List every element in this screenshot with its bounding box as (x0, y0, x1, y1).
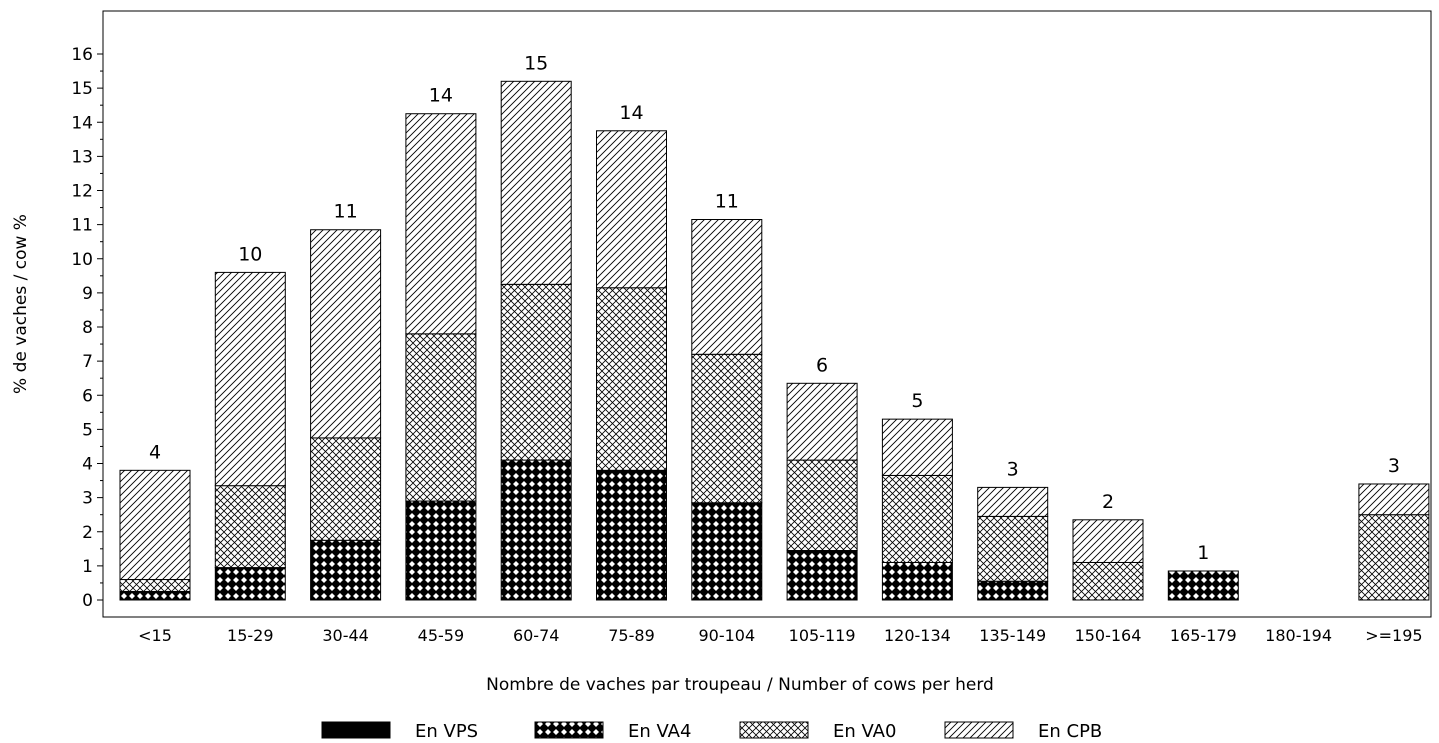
bar-segment (596, 287, 667, 471)
y-tick-label: 12 (71, 182, 93, 202)
bar-segment (881, 474, 953, 563)
bar-segment (1167, 570, 1239, 601)
y-tick-label: 15 (71, 79, 93, 99)
legend-label: En CPB (1038, 721, 1102, 742)
bar-segment (596, 469, 667, 601)
x-tick-label: 165-179 (1170, 626, 1237, 645)
bar-total-label: 15 (524, 52, 548, 74)
legend-label: En VA4 (628, 721, 691, 742)
y-tick-label: 1 (82, 557, 93, 577)
x-axis: <15 15-29 30-44 45-59 60-74 75-89 90-104 105-11… (138, 626, 1422, 645)
bar-segment (596, 130, 667, 289)
bar-segment (405, 500, 477, 601)
y-tick-label: 7 (82, 352, 93, 372)
bar-segment (977, 486, 1049, 517)
bar-segment (977, 515, 1049, 582)
x-tick-label: 150-164 (1075, 626, 1142, 645)
bar-segment (786, 550, 858, 601)
x-tick-label: 90-104 (698, 626, 755, 645)
bar-segment (310, 229, 382, 439)
y-tick-label: 13 (71, 147, 93, 167)
legend-label: En VPS (415, 721, 478, 742)
bar-segment (977, 580, 1049, 601)
bar-total-label: 6 (816, 354, 828, 376)
bar-segment (1072, 561, 1144, 601)
legend-swatch (739, 721, 809, 739)
bar-segment (500, 283, 572, 461)
bar-segment (1358, 514, 1430, 601)
bar-segment (1358, 483, 1430, 516)
legend-swatch (944, 721, 1014, 739)
x-tick-label: 75-89 (608, 626, 655, 645)
bar-segment (214, 271, 286, 487)
x-tick-label: 120-134 (884, 626, 951, 645)
bar-segment (119, 579, 191, 592)
y-tick-label: 0 (82, 591, 93, 611)
bar-segment (786, 382, 858, 461)
bar-segment (214, 567, 286, 601)
x-axis-title: Nombre de vaches par troupeau / Number o… (486, 675, 994, 695)
bar-total-label: 3 (1388, 455, 1400, 477)
bar-segment (1072, 519, 1144, 563)
bar-total-label: 2 (1102, 491, 1114, 513)
x-tick-label: 15-29 (227, 626, 274, 645)
legend-swatch (534, 721, 604, 739)
bar-total-label: 1 (1197, 542, 1209, 564)
bar-segment (691, 353, 763, 504)
bar-segment (310, 437, 382, 541)
bar-segment (405, 333, 477, 502)
bar-total-label: 11 (334, 201, 358, 223)
x-tick-label: 60-74 (513, 626, 560, 645)
y-tick-label: 16 (71, 45, 93, 65)
x-tick-label: 135-149 (979, 626, 1046, 645)
bar-segment (405, 113, 477, 335)
x-tick-label: 105-119 (789, 626, 856, 645)
x-tick-label: >=195 (1365, 626, 1422, 645)
bar-total-label: 14 (429, 85, 453, 107)
y-tick-label: 2 (82, 523, 93, 543)
bar-total-label: 14 (619, 102, 643, 124)
x-tick-label: 30-44 (322, 626, 369, 645)
bars (119, 80, 1430, 601)
plot-frame (102, 10, 1432, 618)
y-tick-label: 8 (82, 318, 93, 338)
y-tick-label: 9 (82, 284, 93, 304)
legend-swatch (321, 721, 391, 739)
y-tick-label: 6 (82, 386, 93, 406)
legend-label: En VA0 (833, 721, 896, 742)
y-tick-label: 5 (82, 420, 93, 440)
bar-segment (881, 418, 953, 476)
x-tick-label: <15 (138, 626, 172, 645)
bar-segment (881, 561, 953, 601)
y-tick-label: 14 (71, 113, 93, 133)
bar-segment (119, 590, 191, 601)
bar-total-label: 3 (1007, 458, 1019, 480)
bar-segment (500, 459, 572, 601)
bar-segment (500, 80, 572, 285)
bar-segment (786, 459, 858, 552)
bar-total-label: 10 (238, 243, 262, 265)
legend: En VPS En VA4 En VA0 En CPB (321, 721, 1102, 742)
y-tick-label: 4 (82, 455, 93, 475)
bar-segment (214, 485, 286, 569)
y-axis-title: % de vaches / cow % (11, 214, 31, 394)
x-tick-label: 45-59 (418, 626, 465, 645)
bar-total-labels: 4 10 11 14 15 14 11 6 5 3 2 1 3 (149, 52, 1400, 564)
y-tick-label: 11 (71, 216, 93, 236)
bar-total-label: 11 (715, 191, 739, 213)
bar-total-label: 5 (911, 390, 923, 412)
bar-segment (691, 502, 763, 601)
y-tick-label: 10 (71, 250, 93, 270)
bar-segment (310, 539, 382, 601)
bar-segment (691, 219, 763, 355)
y-tick-label: 3 (82, 489, 93, 509)
x-tick-label: 180-194 (1265, 626, 1332, 645)
bar-total-label: 4 (149, 441, 161, 463)
bar-segment (119, 469, 191, 581)
